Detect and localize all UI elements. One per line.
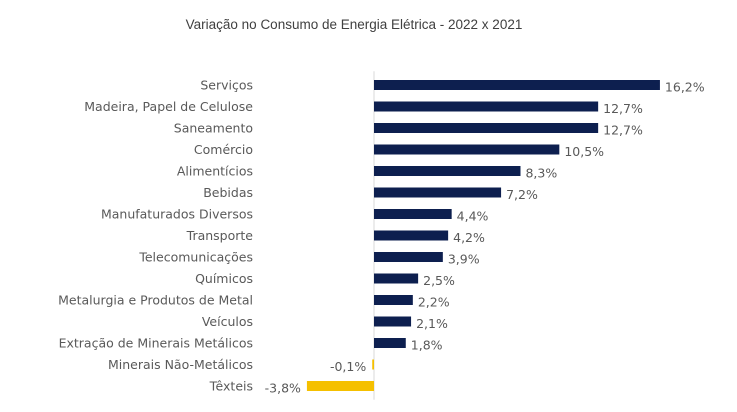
data-label: 7,2% [506,187,538,202]
bar [374,230,449,241]
bar [374,338,406,348]
category-label: Comércio [194,142,253,157]
data-label: -3,8% [265,381,301,396]
category-label: Transporte [186,228,254,243]
bar [374,166,521,176]
data-label: 10,5% [564,144,604,159]
data-label: 2,5% [423,273,455,288]
bar [306,381,374,391]
category-label: Alimentícios [177,164,253,179]
bar [374,80,660,90]
data-label: 8,3% [525,166,557,181]
category-label: Minerais Não-Metálicos [108,357,253,372]
category-label: Serviços [200,78,253,93]
bar [374,273,419,284]
category-label: Metalurgia e Produtos de Metal [58,293,253,308]
category-label: Extração de Minerais Metálicos [59,336,253,351]
data-label: 2,1% [416,316,448,331]
data-label: 4,4% [457,209,489,224]
data-label: 2,2% [418,295,450,310]
category-label: Químicos [195,271,253,286]
data-label: 16,2% [665,80,705,95]
category-label: Madeira, Papel de Celulose [84,99,253,114]
bar [374,209,452,219]
data-label: 1,8% [411,338,443,353]
bar [372,359,374,370]
category-label: Veículos [202,314,253,329]
bar [374,144,560,155]
bar [374,187,502,198]
category-label: Telecomunicações [138,250,253,265]
bar [374,123,599,133]
category-label: Manufaturados Diversos [101,207,253,222]
category-label: Bebidas [203,185,253,200]
data-label: 12,7% [603,123,643,138]
data-label: 3,9% [448,252,480,267]
bar [374,316,412,327]
bar [374,295,413,305]
category-label: Têxteis [209,379,253,394]
data-label: -0,1% [330,359,366,374]
data-label: 4,2% [453,230,485,245]
data-label: 12,7% [603,101,643,116]
bar [374,101,599,112]
chart-title: Variação no Consumo de Energia Elétrica … [185,17,523,32]
bar [374,252,443,262]
category-label: Saneamento [174,121,253,136]
